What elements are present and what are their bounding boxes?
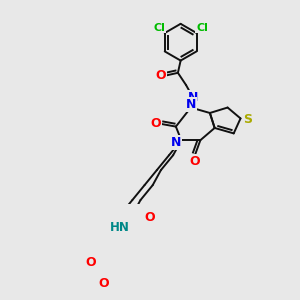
Text: N: N bbox=[186, 98, 196, 111]
Text: N: N bbox=[188, 91, 198, 104]
Text: O: O bbox=[85, 256, 96, 268]
Text: S: S bbox=[243, 113, 252, 126]
Text: O: O bbox=[98, 277, 109, 290]
Text: N: N bbox=[171, 136, 181, 149]
Text: O: O bbox=[150, 117, 161, 130]
Text: O: O bbox=[145, 211, 155, 224]
Text: O: O bbox=[190, 155, 200, 169]
Text: Cl: Cl bbox=[153, 22, 165, 33]
Text: HN: HN bbox=[110, 221, 130, 234]
Text: O: O bbox=[156, 69, 166, 82]
Text: Cl: Cl bbox=[196, 22, 208, 33]
